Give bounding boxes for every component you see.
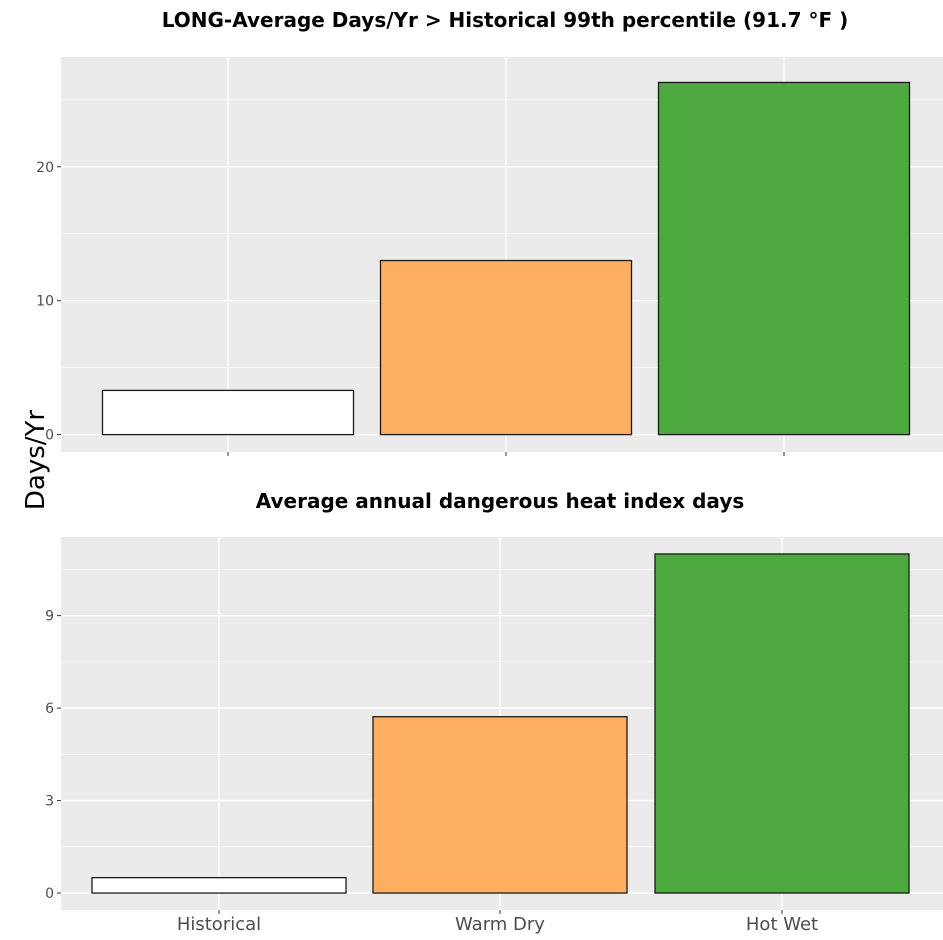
y-tick-label: 10 [36, 294, 54, 310]
bar-historical [91, 876, 347, 894]
y-axis-top: 0 10 20 [36, 160, 61, 444]
bar-hot-wet [654, 553, 910, 894]
chart-title-bottom: Average annual dangerous heat index days [256, 489, 745, 513]
x-axis-bottom: Historical Warm Dry Hot Wet [177, 910, 818, 935]
x-tick-label: Historical [177, 914, 261, 935]
x-tick-label: Hot Wet [746, 914, 818, 935]
y-tick-label: 0 [45, 886, 54, 902]
chart-panel-bottom: Average annual dangerous heat index days… [45, 489, 943, 935]
bar-warm-dry [379, 259, 633, 436]
bar-historical [101, 389, 355, 436]
chart-panel-top: LONG-Average Days/Yr > Historical 99th p… [36, 8, 943, 456]
y-tick-label: 3 [45, 794, 54, 810]
x-axis-top [227, 452, 785, 456]
y-tick-label: 0 [45, 428, 54, 444]
y-tick-label: 9 [45, 609, 54, 625]
bars-bottom [91, 553, 910, 894]
bars-top [101, 81, 911, 436]
y-tick-label: 20 [36, 160, 54, 176]
bar-warm-dry [372, 716, 628, 894]
y-axis-bottom: 0 3 6 9 [45, 609, 61, 902]
x-tick-label: Warm Dry [455, 914, 545, 935]
bar-hot-wet [657, 81, 911, 436]
y-axis-label: Days/Yr [21, 410, 51, 511]
chart-title-top: LONG-Average Days/Yr > Historical 99th p… [162, 8, 849, 32]
y-tick-label: 6 [45, 701, 54, 717]
